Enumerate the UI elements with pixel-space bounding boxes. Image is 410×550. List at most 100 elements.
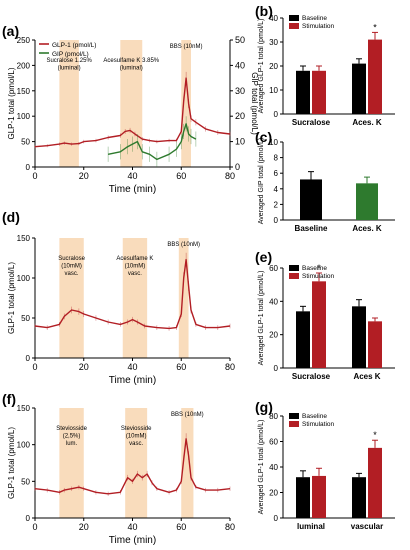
stimulus-label: (10mM) — [126, 434, 147, 440]
stimulus-label: BBS (10nM) — [167, 242, 200, 248]
significance-marker: * — [373, 430, 377, 440]
y-tick-label: 40 — [269, 14, 278, 23]
panel-label: (f) — [2, 391, 16, 407]
stimulus-band — [181, 408, 194, 518]
category-label: Aces. K — [352, 224, 382, 233]
legend-label: Baseline — [302, 413, 327, 420]
legend-swatch — [289, 23, 299, 29]
legend-label: Baseline — [302, 265, 327, 272]
stimulus-band — [181, 40, 191, 167]
series-line — [34, 438, 231, 495]
y-tick-label: 0 — [274, 110, 279, 119]
stimulus-label: BBS (10nM) — [170, 44, 203, 50]
panel-label: (e) — [255, 249, 272, 265]
panel-label: (d) — [2, 209, 20, 225]
legend-label: GLP-1 (pmol/L) — [52, 42, 96, 49]
x-tick-label: 40 — [127, 362, 137, 372]
y-tick-label: 100 — [17, 441, 31, 450]
panel-label: (a) — [2, 23, 19, 39]
bar — [312, 70, 326, 114]
bar — [296, 477, 310, 518]
y-tick-label: 4 — [274, 185, 279, 194]
bar — [352, 306, 366, 368]
y-tick-label: 60 — [269, 438, 278, 447]
series-line — [107, 123, 197, 161]
category-label: Aces. K — [352, 118, 382, 127]
y-tick-label: 30 — [269, 38, 278, 47]
y-tick-label: 40 — [269, 463, 278, 472]
y-tick-label: 50 — [21, 314, 30, 323]
y-axis-title: Averaged GLP-1 total (pmol/L) — [258, 271, 265, 366]
y-tick-label: 0 — [26, 514, 31, 523]
y-tick-label: 8 — [274, 154, 279, 163]
y-tick-label: 0 — [26, 163, 31, 172]
y-tick-label: 60 — [269, 264, 278, 273]
panel-f: (f) Steviosside (2,5%)lum. Steviosside (10mM… — [2, 391, 235, 546]
stimulus-label: (luminal) — [120, 66, 143, 72]
panel-g: (g) 0 20 40 60 80 Averaged GLP-1 total (pmol/L… — [255, 399, 395, 531]
y-tick-label: 0 — [274, 364, 279, 373]
bar — [296, 311, 310, 368]
x-tick-label: 60 — [176, 171, 186, 181]
bar — [352, 477, 366, 518]
x-axis-title: Time (min) — [109, 375, 156, 386]
panel-c: (c) 0 2 4 6 8 10 Averaged GIP total (pmol/L) Bas… — [255, 129, 395, 233]
y-tick-label: 2 — [274, 200, 279, 209]
x-tick-label: 0 — [32, 171, 37, 181]
category-label: Aces K — [353, 372, 380, 381]
bar — [368, 321, 382, 368]
y-tick-label: 20 — [269, 331, 278, 340]
stimulus-label: (2,5%) — [63, 434, 81, 440]
x-tick-label: 80 — [225, 362, 235, 372]
y-tick-label: 0 — [274, 216, 279, 225]
y-axis-title: GLP-1 total (pmol/L) — [7, 427, 16, 499]
legend-label: Stimulation — [302, 23, 335, 30]
x-tick-label: 40 — [127, 522, 137, 532]
stimulus-label: Steviosside — [121, 426, 152, 432]
y-axis-title-right: GIP total (pmol/L) — [250, 72, 259, 135]
x-tick-label: 0 — [32, 362, 37, 372]
category-label: Sucralose — [292, 372, 331, 381]
stimulus-band — [59, 408, 84, 518]
y-tick-label: 250 — [17, 36, 31, 45]
stimulus-band — [178, 238, 189, 358]
x-tick-label: 80 — [225, 522, 235, 532]
x-tick-label: 20 — [79, 522, 89, 532]
stimulus-label: (10mM) — [61, 264, 82, 270]
y-tick-label: 10 — [269, 86, 278, 95]
bar — [352, 63, 366, 114]
y-tick-label: 20 — [269, 489, 278, 498]
stimulus-label: Sucralose 1.25% — [46, 58, 92, 64]
series-line — [34, 77, 231, 148]
stimulus-label: Sucralose — [58, 256, 85, 262]
y-tick-label: 150 — [17, 234, 31, 243]
y-tick-label: 200 — [17, 61, 31, 70]
stimulus-label: Steviosside — [56, 426, 87, 432]
bar — [300, 179, 322, 220]
significance-marker: * — [317, 263, 321, 273]
bar — [312, 475, 326, 518]
stimulus-band — [59, 40, 79, 167]
bar — [312, 281, 326, 368]
legend-label: GIP (pmol/L) — [52, 51, 89, 58]
panel-label: (b) — [255, 3, 273, 19]
y-axis-title: Averaged GLP-1 total (pmol/L) — [258, 420, 265, 515]
y-tick-label: 150 — [17, 87, 31, 96]
y-tick-label: 100 — [17, 274, 31, 283]
bar — [368, 39, 382, 114]
x-axis-title: Time (min) — [109, 535, 156, 546]
x-tick-label: 60 — [176, 522, 186, 532]
y-axis-title: GLP-1 total (pmol/L) — [7, 262, 16, 334]
stimulus-band — [122, 238, 148, 358]
y-tick-label-right: 30 — [235, 86, 245, 96]
panel-a: (a) Sucralose 1.25% (luminal) Acesulfame K … — [2, 23, 259, 195]
y-tick-label: 150 — [17, 404, 31, 413]
y-tick-label: 50 — [21, 138, 30, 147]
stimulus-label: Acesulfame K 3.85% — [103, 58, 159, 64]
x-axis-title: Time (min) — [109, 184, 156, 195]
y-tick-label: 0 — [26, 354, 31, 363]
y-tick-label: 100 — [17, 112, 31, 121]
stimulus-label: (10mM) — [125, 264, 146, 270]
stimulus-label: vasc. — [128, 271, 142, 277]
